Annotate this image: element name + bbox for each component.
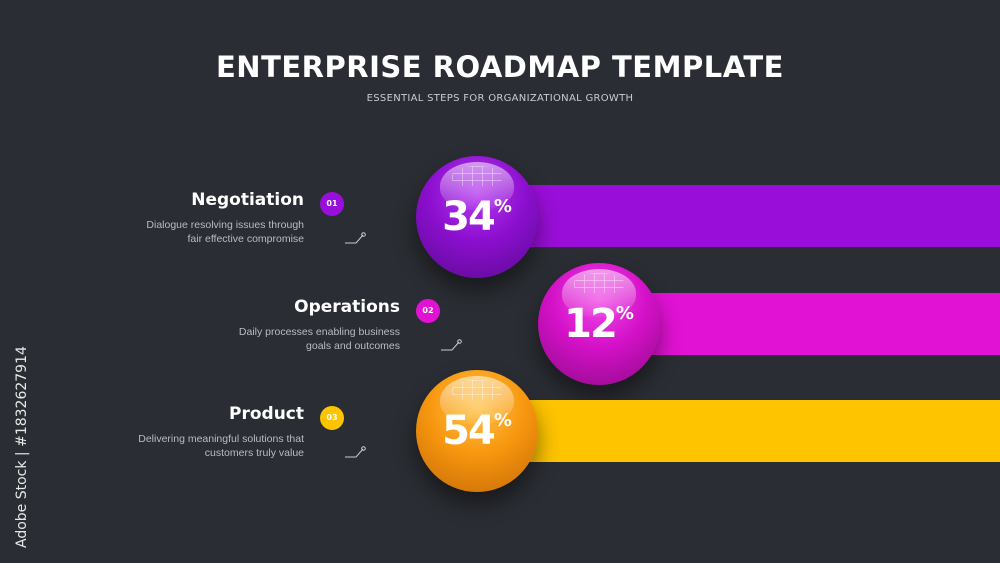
percent-number: 12 <box>564 301 618 347</box>
percent-sphere-product: 54% <box>416 370 538 492</box>
step-title-product: Product <box>229 404 304 424</box>
percent-number: 54 <box>442 408 496 454</box>
trend-line-icon <box>345 446 366 458</box>
sphere-grid <box>452 166 502 186</box>
description-line: goals and outcomes <box>306 340 400 352</box>
step-badge-02: 02 <box>416 299 440 323</box>
step-badge-03: 03 <box>320 406 344 430</box>
percent-number: 34 <box>442 194 496 240</box>
page-title: ENTERPRISE ROADMAP TEMPLATE <box>215 50 784 84</box>
sphere-highlight <box>562 269 636 317</box>
sphere-grid <box>452 380 502 400</box>
percent-value: 54% <box>416 406 538 456</box>
step-description-negotiation: Dialogue resolving issues through fair e… <box>146 218 304 246</box>
step-title-operations: Operations <box>294 297 400 317</box>
percent-value: 12% <box>538 299 660 349</box>
trend-line-icon <box>441 339 462 351</box>
percent-sphere-negotiation: 34% <box>416 156 538 278</box>
step-description-operations: Daily processes enabling business goals … <box>239 325 400 353</box>
description-line: Daily processes enabling business <box>238 326 400 338</box>
percent-unit: % <box>493 410 512 431</box>
percent-sphere-operations: 12% <box>538 263 660 385</box>
sphere-highlight <box>440 376 514 424</box>
percent-value: 34% <box>416 192 538 242</box>
step-title-negotiation: Negotiation <box>191 190 304 210</box>
step-badge-01: 01 <box>320 192 344 216</box>
description-line: customers truly value <box>204 447 304 459</box>
page-subtitle: ESSENTIAL STEPS FOR ORGANIZATIONAL GROWT… <box>366 93 634 104</box>
description-line: Delivering meaningful solutions that <box>138 433 304 445</box>
sphere-grid <box>574 273 624 293</box>
stock-credit: Adobe Stock | #1832627914 <box>14 346 30 548</box>
progress-bar-operations <box>598 293 1000 355</box>
description-line: fair effective compromise <box>187 233 304 245</box>
description-line: Dialogue resolving issues through <box>146 219 304 231</box>
progress-bar-negotiation <box>478 185 1000 247</box>
progress-bar-product <box>478 400 1000 462</box>
sphere-highlight <box>440 162 514 210</box>
percent-unit: % <box>615 303 634 324</box>
trend-line-icon <box>345 232 366 244</box>
percent-unit: % <box>493 196 512 217</box>
step-description-product: Delivering meaningful solutions that cus… <box>138 432 304 460</box>
